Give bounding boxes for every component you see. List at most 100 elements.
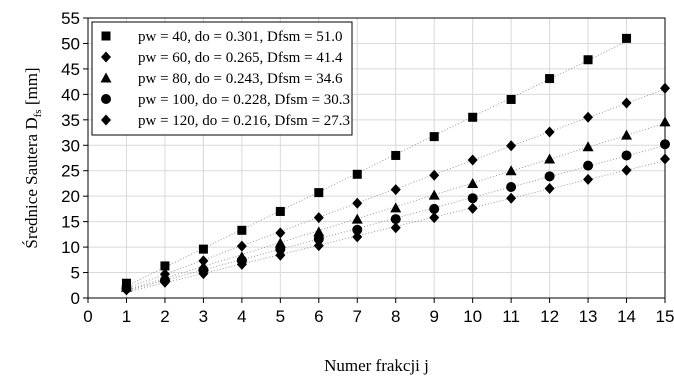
legend-item: pw = 100, do = 0.228, Dfsm = 30.3 <box>101 92 350 108</box>
data-point <box>506 182 517 193</box>
data-point <box>352 169 362 179</box>
x-tick-label: 3 <box>199 307 208 326</box>
y-axis-title-main: Średnice Sautera D <box>22 117 41 248</box>
x-tick-label: 11 <box>502 307 520 326</box>
series-5 <box>121 153 670 296</box>
data-point <box>198 244 208 254</box>
data-point <box>545 74 555 84</box>
data-point <box>160 261 170 271</box>
y-tick-label: 15 <box>61 213 80 232</box>
data-point <box>237 225 247 235</box>
x-tick-label: 12 <box>540 307 559 326</box>
data-point <box>429 132 439 142</box>
data-point <box>621 97 632 109</box>
data-point <box>275 227 286 239</box>
data-point <box>313 240 324 252</box>
data-point <box>428 189 440 200</box>
data-point <box>583 55 593 65</box>
x-tick-label: 14 <box>617 307 636 326</box>
legend-item: pw = 120, do = 0.216, Dfsm = 27.3 <box>101 113 350 129</box>
x-tick-label: 4 <box>237 307 246 326</box>
data-point <box>582 141 594 152</box>
data-point <box>621 129 633 140</box>
data-point <box>314 188 324 198</box>
x-tick-label: 5 <box>276 307 285 326</box>
legend-item: pw = 60, do = 0.265, Dfsm = 41.4 <box>101 50 343 66</box>
data-point <box>429 169 440 181</box>
legend-label: pw = 120, do = 0.216, Dfsm = 27.3 <box>138 113 350 129</box>
legend-item: pw = 40, do = 0.301, Dfsm = 51.0 <box>101 29 343 45</box>
data-point <box>506 94 516 104</box>
data-point <box>313 226 325 237</box>
legend-marker <box>101 51 111 63</box>
x-tick-label: 0 <box>83 307 92 326</box>
data-point <box>352 197 363 209</box>
legend-box <box>91 21 353 136</box>
legend-item: pw = 80, do = 0.243, Dfsm = 34.6 <box>100 71 343 87</box>
y-tick-label: 40 <box>61 85 80 104</box>
data-point <box>505 165 517 176</box>
data-point <box>391 150 401 160</box>
x-tick-label: 10 <box>463 307 482 326</box>
y-tick-label: 55 <box>61 9 80 28</box>
data-point <box>583 111 594 123</box>
data-point <box>313 212 324 224</box>
data-point <box>544 171 555 182</box>
y-axis-title-unit: [mm] <box>22 67 41 109</box>
axis-ticks <box>83 17 666 303</box>
trend-line-series-3 <box>126 122 666 291</box>
x-tick-label: 1 <box>122 307 131 326</box>
data-point <box>275 249 286 261</box>
x-tick-label: 7 <box>353 307 362 326</box>
y-tick-label: 20 <box>61 187 80 206</box>
data-point <box>275 244 286 255</box>
y-tick-label: 5 <box>71 264 80 283</box>
data-point <box>198 268 209 280</box>
data-point <box>467 193 478 204</box>
legend-marker <box>101 94 111 104</box>
y-axis-title: Średnice Sautera Dfs [mm] <box>22 67 44 248</box>
legend-label: pw = 60, do = 0.265, Dfsm = 41.4 <box>138 50 343 66</box>
data-point <box>390 202 402 213</box>
legend-label: pw = 100, do = 0.228, Dfsm = 30.3 <box>138 92 350 108</box>
x-tick-label: 8 <box>391 307 400 326</box>
data-point <box>467 202 478 214</box>
x-tick-label: 6 <box>314 307 323 326</box>
data-markers <box>120 33 671 296</box>
data-point <box>622 33 632 43</box>
x-tick-label: 15 <box>656 307 674 326</box>
data-point <box>159 276 170 288</box>
legend-label: pw = 40, do = 0.301, Dfsm = 51.0 <box>138 29 343 45</box>
plot-area-frame <box>87 17 666 299</box>
y-tick-label: 25 <box>61 162 80 181</box>
data-point <box>468 112 478 122</box>
data-point <box>236 258 247 270</box>
data-point <box>198 255 209 267</box>
y-tick-label: 35 <box>61 111 80 130</box>
x-tick-label: 9 <box>429 307 438 326</box>
data-point <box>506 192 517 204</box>
data-point <box>621 150 632 161</box>
data-point <box>467 154 478 166</box>
data-point <box>583 160 594 171</box>
legend-label: pw = 80, do = 0.243, Dfsm = 34.6 <box>138 71 343 87</box>
data-point <box>390 222 401 234</box>
legend-marker <box>101 114 111 126</box>
legend: pw = 40, do = 0.301, Dfsm = 51.0 pw = 60,… <box>91 21 353 136</box>
data-point <box>351 213 363 224</box>
data-point <box>506 140 517 152</box>
y-tick-label: 50 <box>61 34 80 53</box>
trend-lines <box>126 41 666 293</box>
x-tick-label: 13 <box>579 307 598 326</box>
x-axis-title: Numer frakcji j <box>324 356 429 375</box>
data-point <box>429 212 440 224</box>
y-tick-label: 10 <box>61 238 80 257</box>
data-point <box>390 184 401 196</box>
data-point <box>121 284 132 296</box>
legend-marker <box>101 31 111 41</box>
x-tick-label: 2 <box>160 307 169 326</box>
data-point <box>429 203 440 214</box>
legend-marker <box>100 72 112 83</box>
